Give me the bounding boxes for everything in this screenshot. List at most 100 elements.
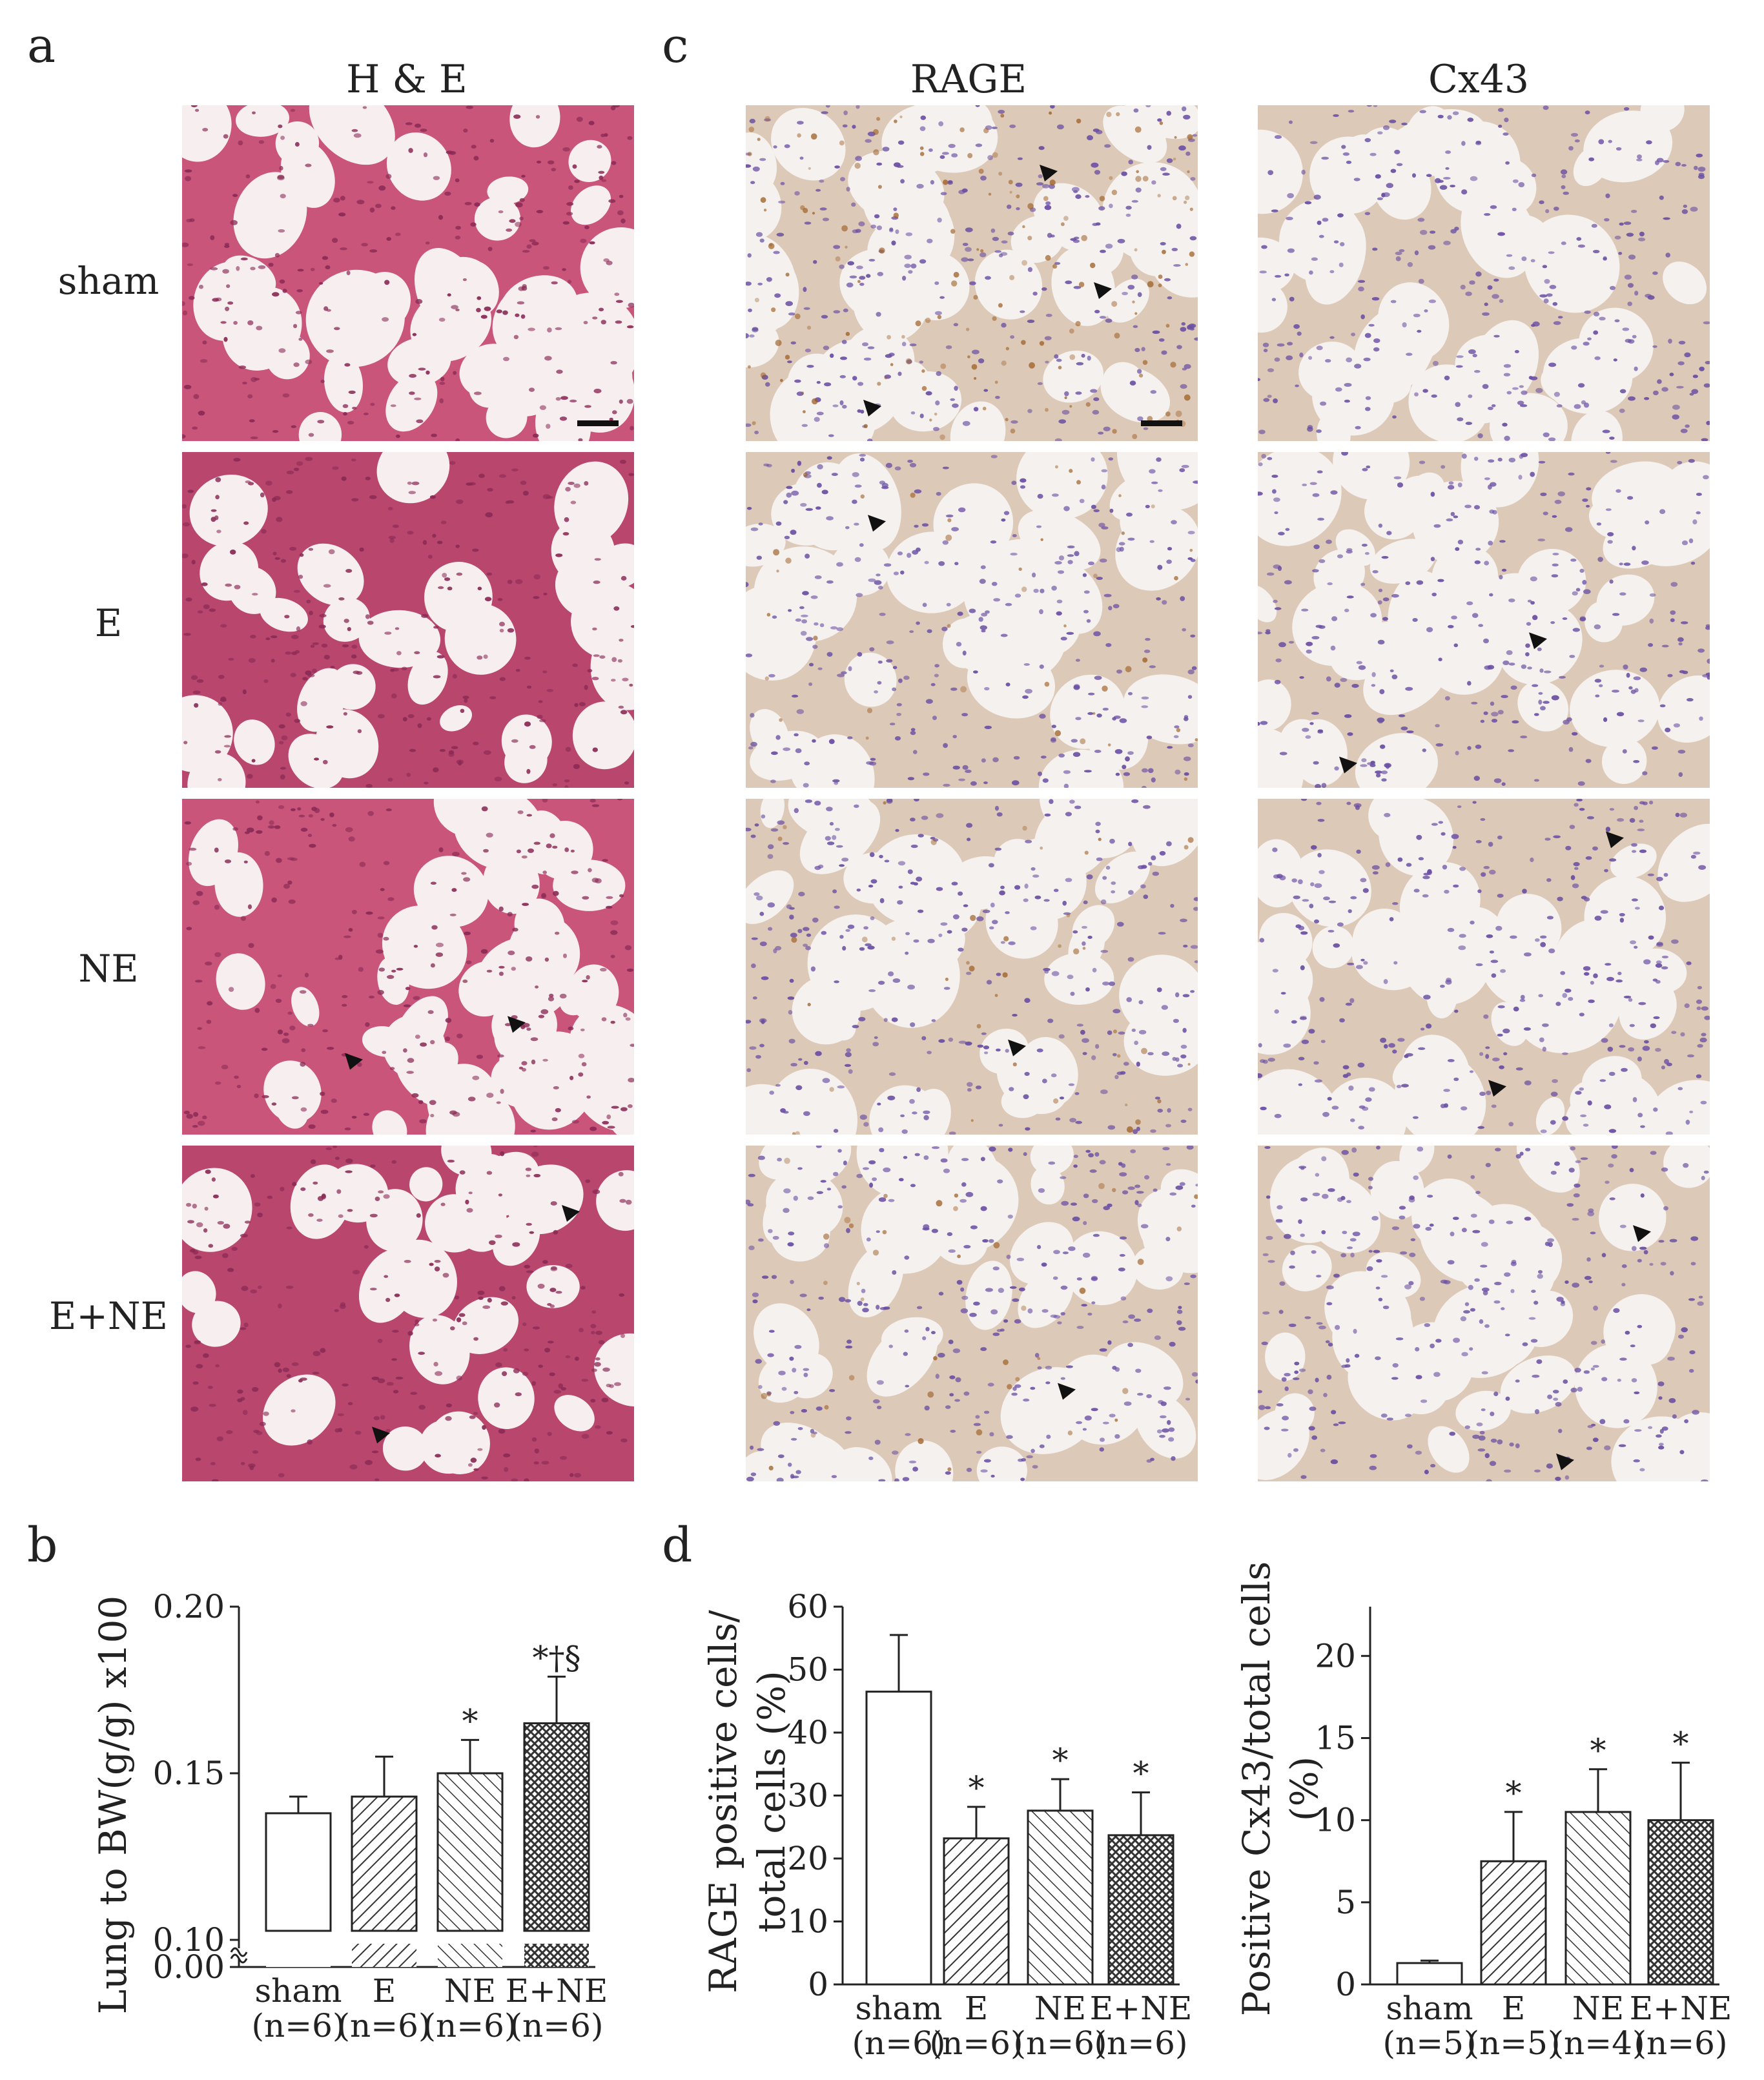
nucleus [549,1288,557,1292]
nucleus [1603,257,1607,261]
nucleus [889,227,894,231]
nucleus [1627,302,1632,306]
alveolus [234,719,275,765]
nucleus [1312,1192,1320,1197]
nucleus [999,890,1005,896]
nucleus [797,121,804,125]
nucleus [595,1357,600,1361]
stain-spot [813,635,818,641]
nucleus [1504,1469,1512,1473]
nucleus [293,324,298,329]
alveoli [746,799,1198,1135]
nucleus [446,1403,452,1408]
nucleus [438,847,444,852]
stain-spot [933,1356,938,1361]
nucleus [761,976,769,980]
nucleus [606,1431,613,1435]
nucleus [1463,1310,1470,1314]
nucleus [1596,522,1602,526]
nucleus [921,816,928,820]
nucleus [1489,1461,1497,1467]
nucleus [1273,398,1278,404]
nucleus [1093,509,1100,513]
alveolus [1346,622,1405,671]
nucleus [1518,182,1525,187]
nucleus [1054,561,1062,565]
nucleus [1144,649,1151,654]
nucleus [1264,1426,1270,1430]
nucleus [1127,1343,1133,1347]
alveolus [189,475,268,547]
nucleus [961,1182,967,1187]
nucleus [308,1124,316,1129]
nucleus [1135,1368,1142,1373]
nucleus [752,1292,759,1297]
nucleus [541,892,546,898]
nucleus [277,174,285,180]
nucleus [1351,333,1355,336]
nucleus [414,1323,420,1326]
nucleus [415,123,422,128]
nucleus [831,1475,837,1478]
nucleus [815,1406,823,1411]
nucleus [953,323,959,327]
nucleus [343,412,347,416]
sample-size-label: (n=6) [338,2007,431,2044]
nucleus [574,1473,582,1478]
nucleus [1187,1107,1193,1111]
nucleus [826,516,834,520]
alveolus [557,348,633,426]
nucleus [1260,721,1268,725]
nucleus [415,1319,419,1324]
sample-size-label: (n=6) [1634,2024,1728,2062]
nucleus [1158,489,1163,492]
nucleus [1512,720,1519,724]
nucleus [370,1164,376,1168]
nucleus [1441,465,1446,469]
nucleus [340,196,345,201]
nucleus [1102,876,1107,880]
nucleus [1145,105,1151,108]
nucleus [198,610,203,613]
nucleus [1459,867,1466,871]
nucleus [1341,145,1346,149]
nucleus [815,1051,822,1056]
nucleus [1683,204,1687,208]
nucleus [1057,570,1065,574]
nucleus [522,250,530,253]
nucleus [1346,801,1351,805]
nucleus [1122,291,1128,296]
nucleus [1701,1479,1708,1481]
nucleus [513,114,521,119]
nucleus [1060,1176,1067,1179]
nucleus [445,1018,452,1023]
stain-spot [1142,176,1149,181]
nucleus [1170,903,1174,908]
nucleus [345,1158,353,1164]
alveolus [1351,922,1428,991]
nucleus [1027,409,1032,413]
nucleus [845,1052,852,1058]
nucleus [1543,701,1550,704]
nucleus [1690,561,1696,565]
nucleus [845,1431,852,1434]
alveolus [608,1093,634,1135]
nucleus [1344,399,1350,403]
nucleus [841,858,849,862]
nucleus [1330,490,1338,495]
nucleus [439,748,446,752]
nucleus [1381,192,1386,198]
nucleus [342,1004,347,1007]
nucleus [967,258,974,262]
nucleus [1540,1129,1547,1133]
nucleus [783,842,790,845]
nucleus [227,1268,234,1272]
stain-spot [779,718,783,722]
nucleus [969,281,976,285]
nucleus [1392,1049,1397,1054]
nucleus [526,685,532,689]
nucleus [912,1111,918,1115]
nucleus [1687,1054,1695,1058]
nucleus [1552,563,1559,567]
nucleus [1548,251,1555,254]
